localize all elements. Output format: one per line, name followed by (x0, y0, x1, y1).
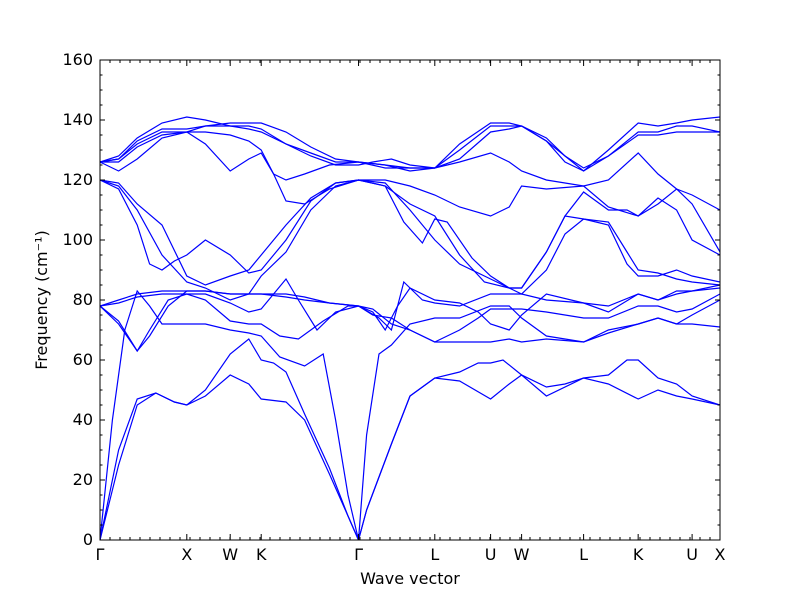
band-line-12 (100, 131, 720, 217)
y-tick-label-40: 40 (73, 410, 93, 429)
y-tick-label-80: 80 (73, 290, 93, 309)
x-axis-label: Wave vector (360, 569, 460, 588)
x-tick-label-11: X (715, 545, 726, 564)
y-tick-label-100: 100 (62, 230, 93, 249)
band-line-9 (100, 179, 720, 289)
x-tick-label-6: U (485, 545, 497, 564)
band-line-14 (100, 116, 720, 172)
band-line-15 (100, 125, 720, 172)
series-layer (100, 116, 720, 540)
y-tick-label-60: 60 (73, 350, 93, 369)
y-axis: 0 20 40 60 80 100 120 140 160 (62, 50, 720, 549)
y-tick-label-20: 20 (73, 470, 93, 489)
x-tick-label-1: X (181, 545, 192, 564)
plot-area (99, 59, 721, 541)
x-tick-label-4: Γ (354, 545, 363, 564)
x-tick-label-10: U (686, 545, 698, 564)
band-line-3 (100, 289, 720, 540)
x-tick-label-7: W (514, 545, 530, 564)
y-tick-label-160: 160 (62, 50, 93, 69)
y-tick-label-140: 140 (62, 110, 93, 129)
band-line-2 (100, 338, 720, 540)
x-tick-label-2: W (222, 545, 238, 564)
x-tick-label-0: Γ (96, 545, 105, 564)
x-tick-label-8: L (579, 545, 588, 564)
y-tick-label-0: 0 (83, 530, 93, 549)
band-line-8 (100, 179, 720, 301)
x-tick-label-3: K (256, 545, 267, 564)
band-line-11 (100, 131, 720, 253)
band-line-10 (100, 179, 720, 289)
y-tick-label-120: 120 (62, 170, 93, 189)
band-line-4 (100, 293, 720, 353)
band-line-13 (100, 116, 720, 169)
x-tick-label-9: K (633, 545, 644, 564)
y-axis-label: Frequency (cm⁻¹) (32, 230, 51, 369)
x-tick-label-5: L (430, 545, 439, 564)
band-line-5 (100, 290, 720, 353)
band-line-6 (100, 280, 720, 332)
band-line-7 (100, 277, 720, 332)
